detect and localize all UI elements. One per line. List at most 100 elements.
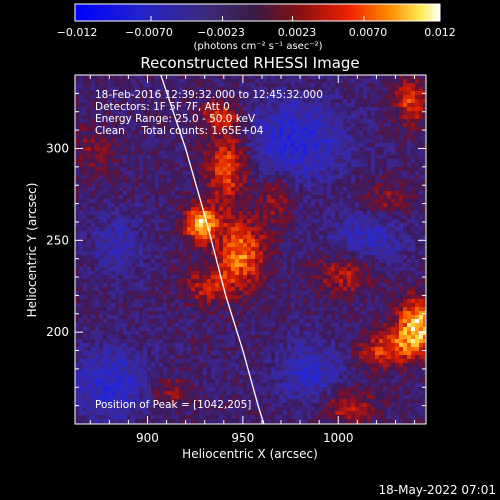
heatmap-pixel [291,159,295,163]
heatmap-pixel [287,171,291,175]
heatmap-pixel [159,123,163,127]
heatmap-pixel [183,147,187,151]
heatmap-pixel [411,127,415,131]
heatmap-pixel [411,135,415,139]
heatmap-pixel [131,215,135,219]
heatmap-pixel [163,135,167,139]
heatmap-pixel [195,143,199,147]
heatmap-pixel [407,159,411,163]
heatmap-pixel [147,247,151,251]
heatmap-pixel [227,223,231,227]
heatmap-pixel [203,203,207,207]
heatmap-pixel [215,147,219,151]
heatmap-pixel [323,203,327,207]
heatmap-pixel [311,283,315,287]
heatmap-pixel [391,199,395,203]
heatmap-pixel [247,295,251,299]
heatmap-pixel [187,107,191,111]
heatmap-pixel [315,79,319,83]
heatmap-pixel [343,147,347,151]
heatmap-pixel [375,203,379,207]
heatmap-pixel [227,287,231,291]
heatmap-pixel [263,247,267,251]
heatmap-pixel [231,95,235,99]
heatmap-pixel [423,111,426,115]
heatmap-pixel [307,75,311,79]
heatmap-pixel [275,271,279,275]
heatmap-pixel [267,95,271,99]
heatmap-pixel [307,135,311,139]
heatmap-pixel [99,183,103,187]
heatmap-pixel [111,207,115,211]
heatmap-pixel [287,287,291,291]
heatmap-pixel [299,211,303,215]
heatmap-pixel [143,163,147,167]
heatmap-pixel [107,263,111,267]
heatmap-pixel [251,235,255,239]
heatmap-pixel [75,175,79,179]
heatmap-pixel [215,191,219,195]
heatmap-pixel [123,119,127,123]
heatmap-pixel [367,87,371,91]
heatmap-pixel [123,95,127,99]
heatmap-pixel [331,219,335,223]
heatmap-pixel [351,231,355,235]
heatmap-pixel [267,275,271,279]
heatmap-pixel [103,139,107,143]
heatmap-pixel [315,223,319,227]
heatmap-pixel [123,283,127,287]
heatmap-pixel [155,271,159,275]
heatmap-pixel [307,171,311,175]
heatmap-pixel [351,243,355,247]
heatmap-pixel [235,167,239,171]
heatmap-pixel [151,171,155,175]
heatmap-pixel [247,195,251,199]
heatmap-pixel [347,203,351,207]
heatmap-pixel [195,171,199,175]
heatmap-pixel [407,135,411,139]
heatmap-pixel [339,159,343,163]
heatmap-pixel [91,119,95,123]
heatmap-pixel [247,199,251,203]
heatmap-pixel [79,291,83,295]
heatmap-pixel [323,171,327,175]
heatmap-pixel [379,219,383,223]
heatmap-pixel [131,259,135,263]
heatmap-pixel [371,151,375,155]
heatmap-pixel [191,207,195,211]
heatmap-pixel [91,131,95,135]
heatmap-pixel [119,295,123,299]
heatmap-pixel [131,123,135,127]
heatmap-pixel [235,235,239,239]
heatmap-pixel [315,263,319,267]
heatmap-pixel [347,131,351,135]
heatmap-pixel [347,115,351,119]
heatmap-pixel [371,203,375,207]
heatmap-pixel [251,87,255,91]
heatmap-pixel [275,207,279,211]
heatmap-pixel [215,107,219,111]
heatmap-pixel [347,155,351,159]
heatmap-pixel [135,151,139,155]
heatmap-pixel [235,207,239,211]
heatmap-pixel [323,219,327,223]
heatmap-pixel [231,127,235,131]
heatmap-pixel [319,159,323,163]
heatmap-pixel [199,75,203,79]
heatmap-pixel [275,135,279,139]
heatmap-pixel [183,295,187,299]
heatmap-pixel [327,267,331,271]
heatmap-pixel [163,163,167,167]
heatmap-pixel [215,271,219,275]
heatmap-pixel [287,239,291,243]
heatmap-pixel [423,255,426,259]
heatmap-pixel [143,111,147,115]
heatmap-pixel [99,75,103,79]
heatmap-pixel [311,263,315,267]
heatmap-pixel [303,199,307,203]
heatmap-pixel [167,287,171,291]
heatmap-pixel [127,131,131,135]
heatmap-pixel [227,147,231,151]
heatmap-pixel [79,227,83,231]
heatmap-pixel [419,127,423,131]
